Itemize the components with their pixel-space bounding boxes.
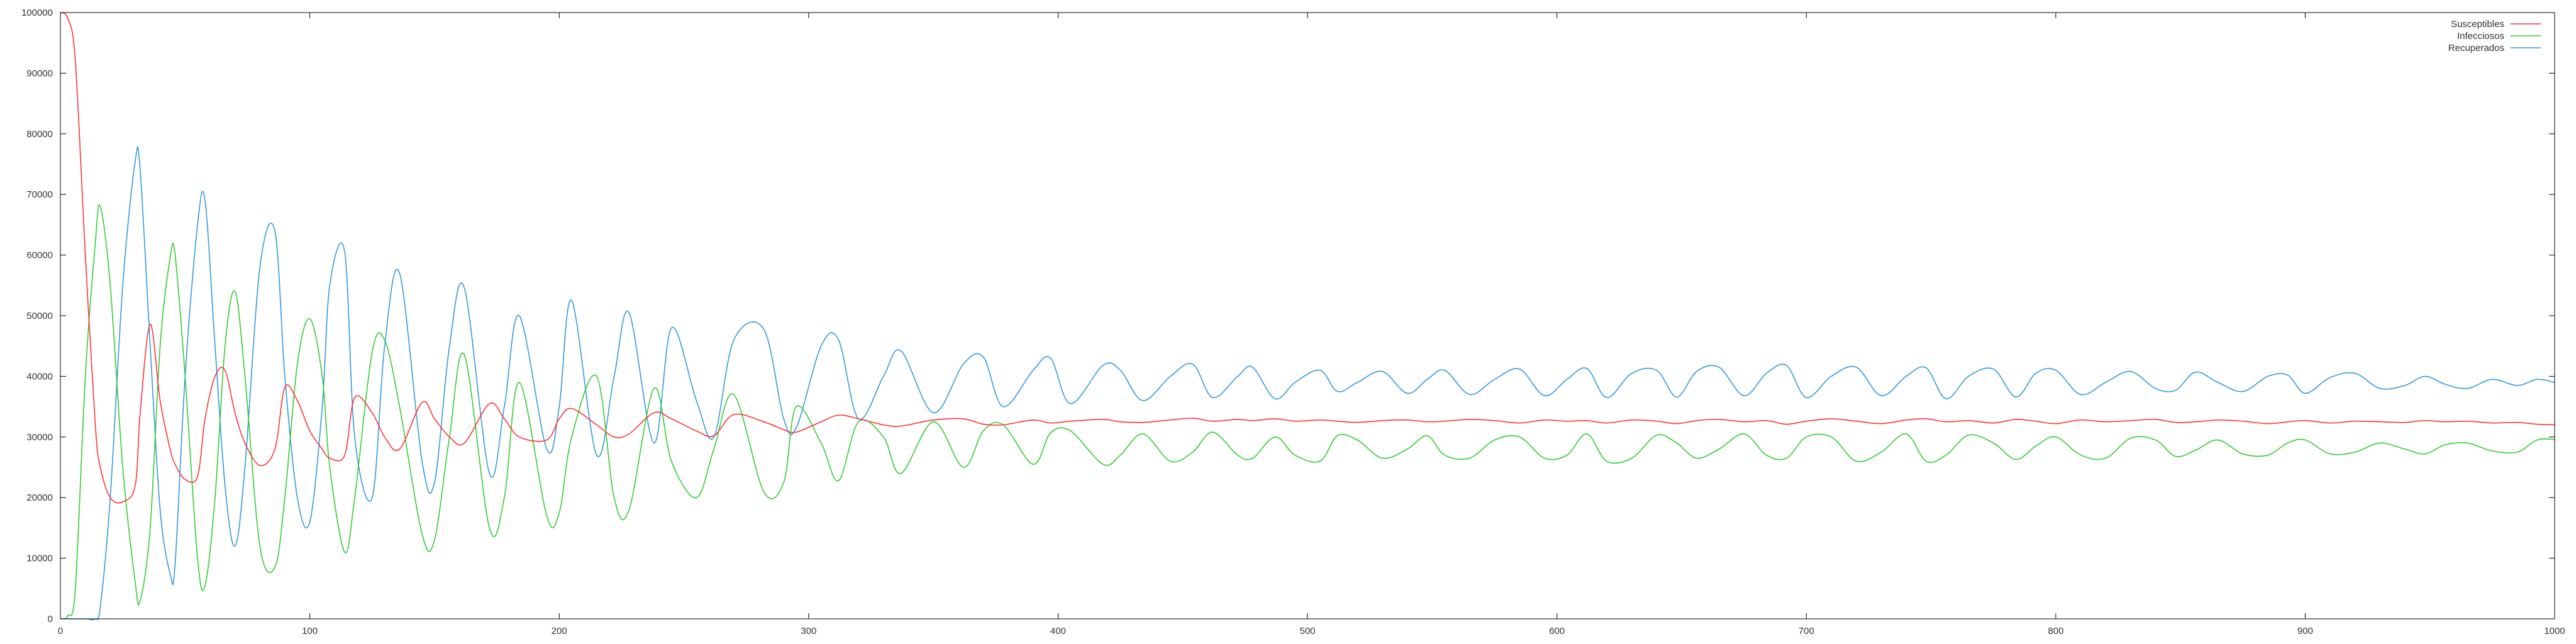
series-lines xyxy=(60,12,2555,621)
x-tick-label: 200 xyxy=(552,626,567,636)
y-tick-label: 80000 xyxy=(26,129,53,140)
y-tick-label: 20000 xyxy=(26,492,53,503)
y-tick-label: 30000 xyxy=(26,432,53,443)
series-line-recuperados xyxy=(60,146,2555,621)
x-tick-label: 800 xyxy=(2048,626,2063,636)
x-tick-label: 300 xyxy=(801,626,816,636)
x-tick-label: 1000 xyxy=(2544,626,2565,636)
y-tick-label: 10000 xyxy=(26,553,53,564)
x-tick-label: 0 xyxy=(58,626,63,636)
x-tick-label: 500 xyxy=(1299,626,1315,636)
y-tick-label: 90000 xyxy=(26,68,53,79)
series-line-susceptibles xyxy=(60,12,2555,504)
x-tick-label: 400 xyxy=(1050,626,1066,636)
legend-label-recuperados: Recuperados xyxy=(2448,43,2504,53)
y-tick-label: 50000 xyxy=(26,311,53,321)
x-tick-label: 900 xyxy=(2297,626,2313,636)
y-tick-label: 40000 xyxy=(26,371,53,382)
series-line-infecciosos xyxy=(60,204,2555,620)
plot-frame xyxy=(60,12,2555,619)
y-tick-label: 100000 xyxy=(21,8,53,18)
legend-label-susceptibles: Susceptibles xyxy=(2451,19,2504,30)
tick-labels: 0 100 200 300 400 500 600 700 800 900 100001000020… xyxy=(21,8,2565,636)
y-tick-label: 70000 xyxy=(26,189,53,200)
x-tick-label: 600 xyxy=(1549,626,1565,636)
x-tick-label: 100 xyxy=(302,626,318,636)
axis-ticks xyxy=(60,12,2555,619)
y-tick-label: 0 xyxy=(48,614,53,625)
x-tick-label: 700 xyxy=(1799,626,1814,636)
legend-label-infecciosos: Infecciosos xyxy=(2457,31,2504,42)
y-tick-label: 60000 xyxy=(26,250,53,261)
